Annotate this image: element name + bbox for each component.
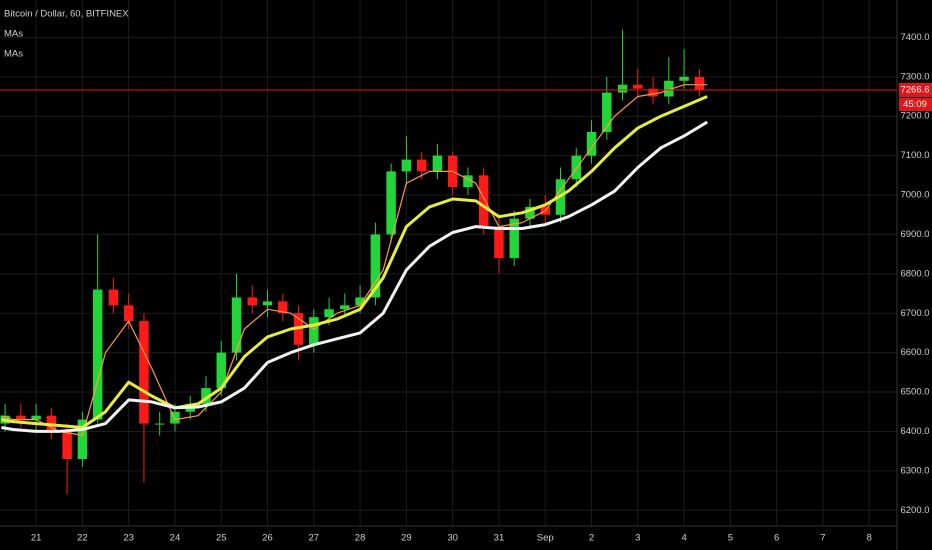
candle-body bbox=[648, 88, 658, 97]
candle-body bbox=[694, 76, 705, 90]
x-tick-label: 28 bbox=[355, 533, 366, 544]
x-tick-label: 24 bbox=[170, 533, 181, 544]
candle-body bbox=[401, 159, 412, 172]
candle-body bbox=[602, 92, 612, 132]
x-tick-label: 29 bbox=[401, 533, 412, 544]
x-tick-label: 23 bbox=[123, 533, 134, 544]
candle-body bbox=[478, 175, 489, 227]
candle-body bbox=[370, 234, 381, 298]
candle-body bbox=[216, 352, 226, 389]
candle-body bbox=[386, 171, 396, 235]
candle-body bbox=[123, 305, 134, 322]
candle-body bbox=[108, 289, 119, 306]
candle-body bbox=[571, 155, 581, 180]
moving-average bbox=[1, 95, 708, 429]
candle-body bbox=[154, 423, 165, 425]
y-tick-label: 6800.0 bbox=[900, 268, 929, 279]
candle-body bbox=[432, 155, 443, 172]
x-tick-label: 25 bbox=[216, 533, 227, 544]
candle-body bbox=[62, 431, 72, 460]
candle-body bbox=[509, 218, 519, 259]
moving-average bbox=[1, 84, 708, 436]
candle-body bbox=[416, 159, 427, 172]
candle-body bbox=[324, 309, 334, 318]
y-tick-label: 6200.0 bbox=[900, 505, 929, 516]
candle-body bbox=[340, 305, 350, 310]
candle-body bbox=[247, 297, 257, 306]
y-tick-label: 7200.0 bbox=[900, 111, 929, 122]
x-tick-label: 5 bbox=[728, 533, 733, 544]
candle-body bbox=[139, 321, 149, 424]
x-tick-label: 8 bbox=[867, 533, 872, 544]
x-tick-label: 6 bbox=[774, 533, 779, 544]
countdown-box bbox=[899, 97, 932, 111]
candle-body bbox=[278, 301, 288, 314]
countdown-label: 45:09 bbox=[903, 99, 927, 110]
candle-body bbox=[31, 415, 41, 420]
x-tick-label: Sep bbox=[537, 533, 554, 544]
x-tick-label: 21 bbox=[31, 533, 42, 544]
moving-average bbox=[1, 120, 708, 433]
candle-body bbox=[355, 297, 365, 306]
chart-title: Bitcoin / Dollar, 60, BITFINEX bbox=[4, 9, 129, 20]
x-tick-label: 30 bbox=[447, 533, 458, 544]
candle-body bbox=[679, 76, 689, 81]
y-tick-label: 7400.0 bbox=[900, 32, 929, 43]
y-tick-label: 6900.0 bbox=[900, 229, 929, 240]
candle-body bbox=[463, 175, 473, 188]
y-tick-label: 6400.0 bbox=[900, 426, 929, 437]
x-tick-label: 4 bbox=[681, 533, 686, 544]
candle-body bbox=[262, 301, 273, 306]
candle-body bbox=[309, 317, 319, 345]
candle-body bbox=[170, 411, 180, 424]
candle-body bbox=[664, 80, 674, 97]
y-tick-label: 7000.0 bbox=[900, 190, 929, 201]
candle-body bbox=[92, 289, 103, 420]
candle-body bbox=[633, 84, 643, 89]
candle-body bbox=[525, 206, 535, 219]
y-tick-label: 7100.0 bbox=[900, 150, 929, 161]
y-tick-label: 6300.0 bbox=[900, 465, 929, 476]
x-tick-label: 2 bbox=[589, 533, 594, 544]
grid bbox=[0, 0, 897, 526]
candle-body bbox=[77, 419, 88, 460]
y-tick-label: 6700.0 bbox=[900, 308, 929, 319]
x-tick-label: 26 bbox=[262, 533, 273, 544]
last-price-box bbox=[899, 82, 932, 97]
x-tick-label: 31 bbox=[494, 533, 505, 544]
x-tick-label: 22 bbox=[77, 533, 88, 544]
plot bbox=[0, 29, 897, 495]
y-tick-label: 7300.0 bbox=[900, 71, 929, 82]
candle-body bbox=[16, 415, 26, 420]
y-tick-label: 6500.0 bbox=[900, 387, 929, 398]
axes: 6200.0 6300.0 6400.0 6500.0 6600.0 6700.0 6800… bbox=[31, 32, 932, 544]
candle-body bbox=[494, 226, 504, 259]
y-tick-label: 6600.0 bbox=[900, 347, 929, 358]
x-tick-label: 7 bbox=[820, 533, 825, 544]
last-price-label: 7266.6 bbox=[900, 85, 929, 96]
candle-body bbox=[586, 131, 597, 156]
candle-body bbox=[201, 388, 211, 404]
indicator-label: MAs bbox=[4, 49, 23, 60]
indicator-label: MAs bbox=[4, 29, 23, 40]
candle-body bbox=[617, 84, 628, 93]
x-tick-label: 27 bbox=[309, 533, 320, 544]
candle-body bbox=[231, 297, 242, 353]
x-tick-label: 3 bbox=[635, 533, 640, 544]
